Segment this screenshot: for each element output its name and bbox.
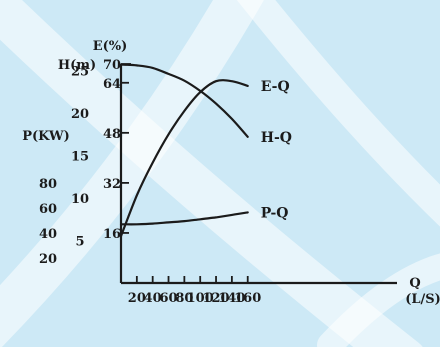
axes <box>119 63 397 285</box>
watermark-stroke <box>317 253 440 347</box>
h-tick-label: 10 <box>71 192 89 207</box>
h-tick-label: 20 <box>71 107 89 122</box>
series-line-e-q <box>119 79 249 238</box>
h-tick-label: 25 <box>71 65 89 80</box>
h-tick-label: 15 <box>71 150 89 165</box>
x-tick-label: 20 <box>128 291 146 306</box>
series-lines <box>119 63 249 238</box>
e-tick-label: 16 <box>103 227 121 242</box>
series-line-p-q <box>119 211 249 226</box>
p-tick-label: 20 <box>39 252 57 267</box>
e-tick-label: 64 <box>103 77 121 92</box>
x-tick-label: 160 <box>234 291 261 306</box>
x-tick-label: 60 <box>159 291 177 306</box>
watermark-stroke <box>236 0 440 227</box>
x-tick-label: 140 <box>218 291 245 306</box>
h-axis-title: H(m) <box>58 58 96 73</box>
e-tick-label: 48 <box>103 127 121 142</box>
chart-labels: 204060801001201401601632486470E(%)510152… <box>22 39 440 307</box>
series-label-h-q: H-Q <box>261 130 292 146</box>
x-tick-label: 120 <box>202 291 229 306</box>
p-tick-label: 80 <box>39 177 57 192</box>
x-tick-label: 100 <box>187 291 214 306</box>
p-axis-title: P(KW) <box>22 129 70 144</box>
p-tick-label: 60 <box>39 202 57 217</box>
e-tick-label: 32 <box>103 177 121 192</box>
e-axis-title: E(%) <box>93 39 128 54</box>
h-tick-label: 5 <box>75 235 84 250</box>
p-tick-label: 40 <box>39 227 57 242</box>
watermark-stroke <box>0 0 264 347</box>
x-tick-label: 80 <box>175 291 193 306</box>
series-line-h-q <box>119 63 249 138</box>
series-label-e-q: E-Q <box>261 79 290 95</box>
x-axis-title: Q <box>409 276 420 291</box>
x-tick-label: 40 <box>144 291 162 306</box>
x-axis-unit: (L/S) <box>405 292 440 307</box>
e-tick-label-top: 70 <box>103 58 121 73</box>
series-label-p-q: P-Q <box>261 205 289 221</box>
watermark-stroke <box>0 0 423 347</box>
